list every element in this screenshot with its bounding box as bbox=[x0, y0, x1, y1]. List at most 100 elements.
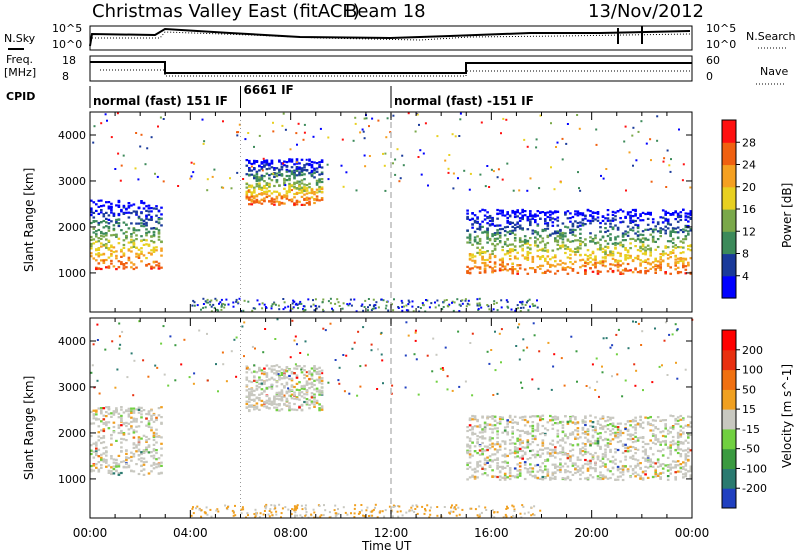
echo-cell bbox=[666, 456, 670, 459]
echo-cell bbox=[599, 432, 602, 435]
echo-cell bbox=[546, 470, 550, 473]
echo-cell bbox=[105, 415, 108, 418]
ground-scatter-cell bbox=[312, 508, 315, 511]
echo-cell bbox=[320, 172, 324, 176]
echo-cell bbox=[654, 469, 657, 472]
echo-cell bbox=[145, 448, 148, 451]
echo-cell bbox=[258, 378, 261, 381]
echo-cell bbox=[581, 454, 585, 457]
echo-cell bbox=[611, 432, 615, 435]
echo-cell bbox=[546, 451, 550, 454]
echo-cell bbox=[614, 238, 617, 241]
echo-cell bbox=[654, 268, 657, 271]
echo-cell bbox=[466, 229, 469, 232]
echo-cell bbox=[283, 369, 286, 372]
echo-cell bbox=[273, 398, 276, 401]
echo-cell bbox=[551, 474, 555, 477]
echo-cell bbox=[659, 263, 662, 266]
echo-cell bbox=[674, 476, 677, 479]
echo-cell bbox=[275, 371, 279, 374]
echo-cell bbox=[481, 208, 484, 211]
ground-scatter-cell bbox=[514, 515, 517, 518]
echo-cell bbox=[300, 173, 304, 177]
echo-cell bbox=[569, 253, 572, 256]
echo-cell bbox=[554, 456, 557, 459]
noise-cell bbox=[221, 351, 224, 354]
echo-cell bbox=[278, 376, 281, 379]
echo-cell bbox=[604, 255, 607, 258]
echo-cell bbox=[551, 416, 555, 419]
echo-cell bbox=[501, 466, 504, 469]
echo-cell bbox=[150, 210, 153, 213]
echo-cell bbox=[152, 467, 156, 470]
echo-cell bbox=[248, 404, 251, 407]
echo-cell bbox=[569, 443, 572, 446]
noise-cell bbox=[242, 178, 245, 180]
echo-cell bbox=[554, 238, 557, 241]
echo-cell bbox=[250, 195, 254, 198]
echo-cell bbox=[659, 464, 662, 468]
echo-cell bbox=[671, 241, 675, 245]
echo-cell bbox=[523, 256, 527, 259]
echo-cell bbox=[676, 212, 680, 215]
echo-cell bbox=[596, 211, 600, 214]
echo-cell bbox=[102, 261, 106, 264]
echo-cell bbox=[682, 260, 685, 263]
echo-cell bbox=[97, 262, 101, 265]
echo-cell bbox=[320, 166, 324, 169]
echo-cell bbox=[584, 432, 587, 435]
echo-cell bbox=[574, 239, 577, 242]
noise-cell bbox=[494, 330, 496, 333]
echo-cell bbox=[559, 462, 562, 465]
echo-cell bbox=[606, 213, 610, 216]
echo-cell bbox=[619, 244, 622, 247]
echo-cell bbox=[544, 229, 547, 232]
echo-cell bbox=[112, 411, 116, 414]
echo-cell bbox=[513, 450, 517, 453]
echo-cell bbox=[270, 385, 274, 388]
echo-cell bbox=[258, 393, 261, 396]
echo-cell bbox=[290, 166, 294, 169]
echo-cell bbox=[646, 455, 650, 458]
echo-cell bbox=[584, 477, 587, 480]
echo-cell bbox=[135, 234, 138, 237]
echo-cell bbox=[646, 238, 650, 241]
echo-cell bbox=[513, 456, 517, 459]
noise-cell bbox=[198, 329, 201, 332]
noise-cell bbox=[535, 138, 538, 141]
echo-cell bbox=[526, 444, 530, 448]
noise-cell bbox=[402, 164, 405, 167]
echo-cell bbox=[506, 420, 509, 423]
echo-cell bbox=[682, 251, 685, 254]
echo-cell bbox=[268, 397, 271, 401]
echo-cell bbox=[285, 161, 289, 164]
noise-cell bbox=[368, 125, 370, 128]
echo-cell bbox=[248, 173, 251, 176]
echo-cell bbox=[644, 459, 647, 462]
echo-cell bbox=[110, 254, 113, 257]
ground-scatter-cell bbox=[203, 511, 206, 514]
echo-cell bbox=[626, 445, 630, 449]
echo-cell bbox=[140, 247, 143, 250]
echo-cell bbox=[634, 466, 637, 469]
echo-cell bbox=[589, 214, 592, 217]
echo-cell bbox=[641, 243, 645, 246]
echo-cell bbox=[125, 208, 128, 211]
echo-cell bbox=[263, 200, 266, 203]
echo-cell bbox=[589, 256, 592, 259]
ground-scatter-cell bbox=[536, 306, 539, 309]
echo-cell bbox=[285, 174, 289, 178]
echo-cell bbox=[115, 204, 118, 207]
echo-cell bbox=[288, 177, 291, 180]
ground-scatter-cell bbox=[291, 302, 294, 305]
echo-cell bbox=[155, 205, 158, 208]
ground-scatter-cell bbox=[455, 504, 458, 507]
noise-cell bbox=[526, 145, 529, 148]
echo-cell bbox=[604, 430, 607, 434]
ground-scatter-cell bbox=[268, 515, 271, 518]
echo-cell bbox=[554, 265, 557, 268]
ground-scatter-cell bbox=[355, 310, 358, 313]
echo-cell bbox=[275, 200, 279, 203]
echo-cell bbox=[674, 466, 677, 469]
echo-cell bbox=[659, 256, 662, 259]
